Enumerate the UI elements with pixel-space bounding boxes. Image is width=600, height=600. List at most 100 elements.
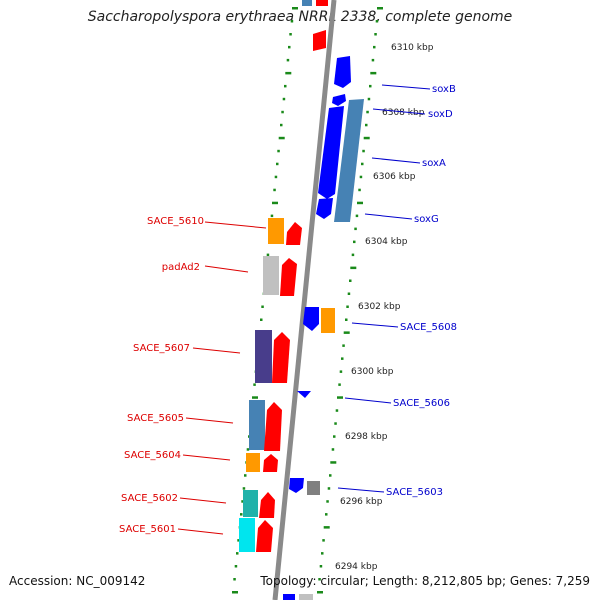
- right-scale-dot: [363, 136, 370, 140]
- right-scale-dot: [335, 409, 339, 412]
- right-scale-dot: [327, 487, 331, 490]
- gene-red-small-top: [313, 30, 326, 51]
- label-soxG[interactable]: soxG: [414, 214, 439, 225]
- left-scale-dot: [270, 214, 274, 218]
- left-scale-dot: [236, 552, 239, 555]
- gene-SACE_5606: [297, 391, 311, 398]
- gene-top-partial-red: [316, 0, 328, 6]
- gene-top-partial-blue: [302, 0, 312, 6]
- right-scale-dot: [371, 58, 375, 62]
- gene-soxD: [334, 99, 364, 222]
- left-scale-dot: [233, 578, 236, 581]
- gene-SACE_5604-orange: [246, 453, 260, 472]
- left-scale-dot: [277, 149, 280, 153]
- right-scale-dot: [354, 227, 357, 231]
- tick-label-6296: 6296 kbp: [340, 497, 383, 507]
- label-SACE_5604[interactable]: SACE_5604: [124, 450, 181, 461]
- label-SACE_5603[interactable]: SACE_5603: [386, 487, 443, 498]
- left-scale-dot: [290, 20, 294, 23]
- left-scale-dot: [246, 448, 250, 451]
- connector-SACE_5601: [177, 528, 224, 535]
- connector-SACE_5604: [182, 454, 231, 461]
- gene-SACE_5608-orange: [321, 308, 335, 333]
- left-scale-dot: [237, 539, 240, 542]
- right-scale-dot: [349, 279, 352, 282]
- right-scale-dot: [357, 201, 363, 205]
- right-scale-dot: [343, 331, 350, 334]
- gene-SACE_5610-red: [286, 222, 302, 245]
- left-scale-dot: [288, 45, 291, 49]
- right-scale-dot: [353, 240, 356, 244]
- gene-SACE_5610-orange: [268, 218, 284, 244]
- tick-label-6302: 6302 kbp: [358, 302, 401, 312]
- label-SACE_5605[interactable]: SACE_5605: [127, 413, 184, 424]
- left-scale-dot: [253, 383, 256, 386]
- left-scale-dot: [280, 123, 283, 127]
- connector-SACE_5603: [337, 487, 385, 493]
- right-scale-dot: [347, 292, 351, 295]
- right-scale-dot: [319, 565, 323, 568]
- right-scale-dot: [322, 539, 325, 542]
- left-scale-dot: [292, 7, 298, 10]
- left-scale-dot: [242, 487, 246, 490]
- left-scale-dot: [273, 188, 276, 192]
- left-scale-dot: [272, 201, 278, 205]
- right-scale-dot: [346, 305, 349, 308]
- right-scale-dot: [342, 344, 345, 347]
- connector-soxA: [371, 157, 421, 164]
- label-SACE_5607[interactable]: SACE_5607: [133, 343, 190, 354]
- gene-SACE_5603-blue: [289, 478, 304, 493]
- right-scale-dot: [345, 318, 348, 321]
- label-SACE_5601[interactable]: SACE_5601: [119, 524, 176, 535]
- right-scale-dot: [330, 461, 337, 464]
- right-scale-dot: [329, 474, 332, 477]
- label-soxA[interactable]: soxA: [422, 158, 446, 169]
- connector-padAd2: [204, 265, 249, 273]
- gene-SACE_5608-blue: [303, 307, 319, 331]
- gene-SACE_5607-purple: [255, 330, 272, 383]
- label-SACE_5606[interactable]: SACE_5606: [393, 398, 450, 409]
- gene-bottom-partial-blue: [283, 594, 295, 600]
- genome-backbone: [272, 0, 337, 600]
- tick-label-6294: 6294 kbp: [335, 562, 378, 572]
- tick-label-6306: 6306 kbp: [373, 172, 416, 182]
- left-scale-dot: [240, 513, 243, 516]
- left-scale-dot: [286, 58, 290, 62]
- left-scale-dot: [266, 253, 270, 257]
- label-soxB[interactable]: soxB: [432, 84, 456, 95]
- left-scale-dot: [274, 175, 278, 179]
- right-scale-dot: [350, 266, 357, 270]
- right-scale-dot: [358, 188, 361, 192]
- gene-soxB-small: [332, 94, 346, 106]
- right-scale-dot: [355, 214, 359, 218]
- right-scale-dot: [334, 422, 337, 425]
- gene-SACE_5601-cyan: [239, 518, 255, 552]
- gene-SACE_5605-red: [264, 402, 282, 451]
- gene-SACE_5602-red: [259, 492, 275, 518]
- tick-label-6308: 6308 kbp: [382, 108, 425, 118]
- gene-SACE_5603-gray: [307, 481, 320, 495]
- tick-label-6298: 6298 kbp: [345, 432, 388, 442]
- gene-SACE_5601-red: [256, 520, 273, 552]
- left-scale-dot: [285, 71, 292, 75]
- accession-text: Accession: NC_009142: [9, 574, 146, 588]
- label-SACE_5608[interactable]: SACE_5608: [400, 322, 457, 333]
- map-title: Saccharopolyspora erythraea NRRL 2338, c…: [87, 9, 513, 25]
- label-SACE_5602[interactable]: SACE_5602: [121, 493, 178, 504]
- label-soxD[interactable]: soxD: [428, 109, 453, 120]
- connector-soxG: [364, 213, 413, 220]
- connector-soxB: [381, 84, 431, 90]
- tick-label-6300: 6300 kbp: [351, 367, 394, 377]
- right-scale-dot: [323, 526, 330, 529]
- left-scale-dot: [252, 396, 258, 399]
- connector-soxD: [372, 108, 426, 115]
- gene-SACE_5605-steel: [249, 400, 265, 450]
- gene-SACE_5602-teal: [243, 490, 258, 517]
- gene-bottom-partial-silver: [299, 594, 313, 600]
- label-SACE_5610[interactable]: SACE_5610: [147, 216, 204, 227]
- gene-padAd2-silver: [263, 256, 279, 295]
- left-scale-dot: [261, 305, 264, 308]
- topology-text: Topology: circular; Length: 8,212,805 bp…: [260, 574, 590, 588]
- label-padAd2[interactable]: padAd2: [162, 262, 200, 273]
